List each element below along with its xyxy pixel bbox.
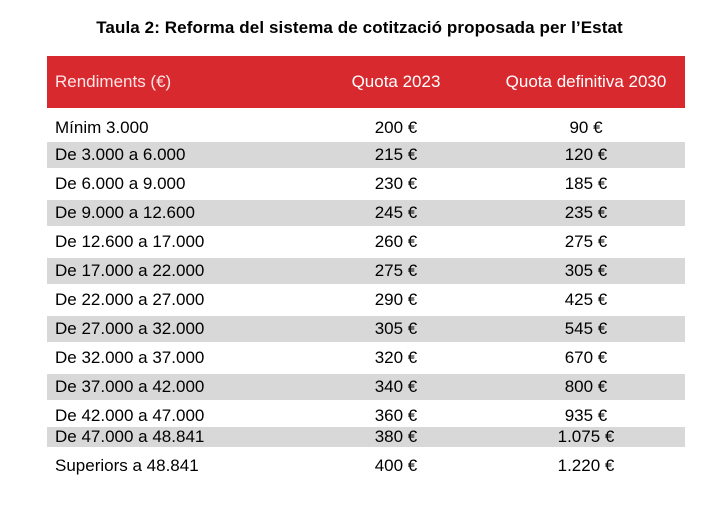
cell-quota-2030: 275 € (564, 232, 608, 251)
table-row: De 47.000 a 48.841 380 € 1.075 € (47, 427, 685, 447)
cell-income: Mínim 3.000 (55, 118, 149, 137)
table-row: Superiors a 48.841 400 € 1.220 € (47, 452, 685, 480)
table-row: De 12.600 a 17.000 260 € 275 € (47, 229, 685, 255)
cell-quota-2030: 235 € (564, 203, 608, 222)
table-row: De 27.000 a 32.000 305 € 545 € (47, 316, 685, 342)
header-income: Rendiments (€) (55, 72, 172, 91)
cell-quota-2023: 230 € (374, 174, 418, 193)
cell-income: Superiors a 48.841 (55, 456, 199, 475)
cell-income: De 47.000 a 48.841 (55, 427, 205, 446)
cell-quota-2030: 935 € (564, 406, 608, 425)
table-row: De 17.000 a 22.000 275 € 305 € (47, 258, 685, 284)
table-row: De 42.000 a 47.000 360 € 935 € (47, 403, 685, 425)
cell-income: De 27.000 a 32.000 (55, 319, 205, 338)
table-header: Rendiments (€) Quota 2023 Quota definiti… (47, 56, 685, 108)
table-row: De 9.000 a 12.600 245 € 235 € (47, 200, 685, 226)
header-quota-2030: Quota definitiva 2030 (505, 72, 667, 91)
contribution-table: Rendiments (€) Quota 2023 Quota definiti… (47, 56, 685, 475)
cell-quota-2030: 545 € (564, 319, 608, 338)
cell-quota-2023: 245 € (374, 203, 418, 222)
cell-income: De 12.600 a 17.000 (55, 232, 205, 251)
cell-income: De 17.000 a 22.000 (55, 261, 205, 280)
table-row: De 3.000 a 6.000 215 € 120 € (47, 142, 685, 168)
table-row: De 32.000 a 37.000 320 € 670 € (47, 345, 685, 371)
table-title: Taula 2: Reforma del sistema de cotitzac… (96, 18, 623, 37)
cell-quota-2023: 305 € (374, 319, 418, 338)
cell-income: De 42.000 a 47.000 (55, 406, 205, 425)
cell-quota-2023: 260 € (374, 232, 418, 251)
cell-income: De 32.000 a 37.000 (55, 348, 205, 367)
cell-quota-2030: 90 € (569, 118, 603, 137)
cell-income: De 22.000 a 27.000 (55, 290, 205, 309)
table-row: De 6.000 a 9.000 230 € 185 € (47, 171, 685, 197)
cell-quota-2023: 340 € (374, 377, 418, 396)
table-row: De 22.000 a 27.000 290 € 425 € (47, 287, 685, 313)
cell-quota-2030: 305 € (564, 261, 608, 280)
cell-quota-2023: 290 € (374, 290, 418, 309)
cell-quota-2030: 670 € (564, 348, 608, 367)
cell-quota-2030: 1.075 € (557, 427, 615, 446)
cell-income: De 3.000 a 6.000 (55, 145, 186, 164)
cell-quota-2023: 360 € (374, 406, 418, 425)
cell-quota-2030: 120 € (564, 145, 608, 164)
table-row: Mínim 3.000 200 € 90 € (47, 113, 685, 139)
cell-quota-2023: 380 € (374, 427, 418, 446)
cell-quota-2030: 800 € (564, 377, 608, 396)
cell-quota-2023: 200 € (374, 118, 418, 137)
header-quota-2023: Quota 2023 (351, 72, 441, 91)
cell-quota-2023: 275 € (374, 261, 418, 280)
cell-quota-2023: 400 € (374, 456, 418, 475)
cell-income: De 9.000 a 12.600 (55, 203, 195, 222)
cell-quota-2023: 215 € (374, 145, 418, 164)
cell-income: De 6.000 a 9.000 (55, 174, 186, 193)
table-row: De 37.000 a 42.000 340 € 800 € (47, 374, 685, 400)
cell-quota-2023: 320 € (374, 348, 418, 367)
cell-quota-2030: 185 € (564, 174, 608, 193)
cell-quota-2030: 1.220 € (557, 456, 615, 475)
cell-income: De 37.000 a 42.000 (55, 377, 205, 396)
cell-quota-2030: 425 € (564, 290, 608, 309)
